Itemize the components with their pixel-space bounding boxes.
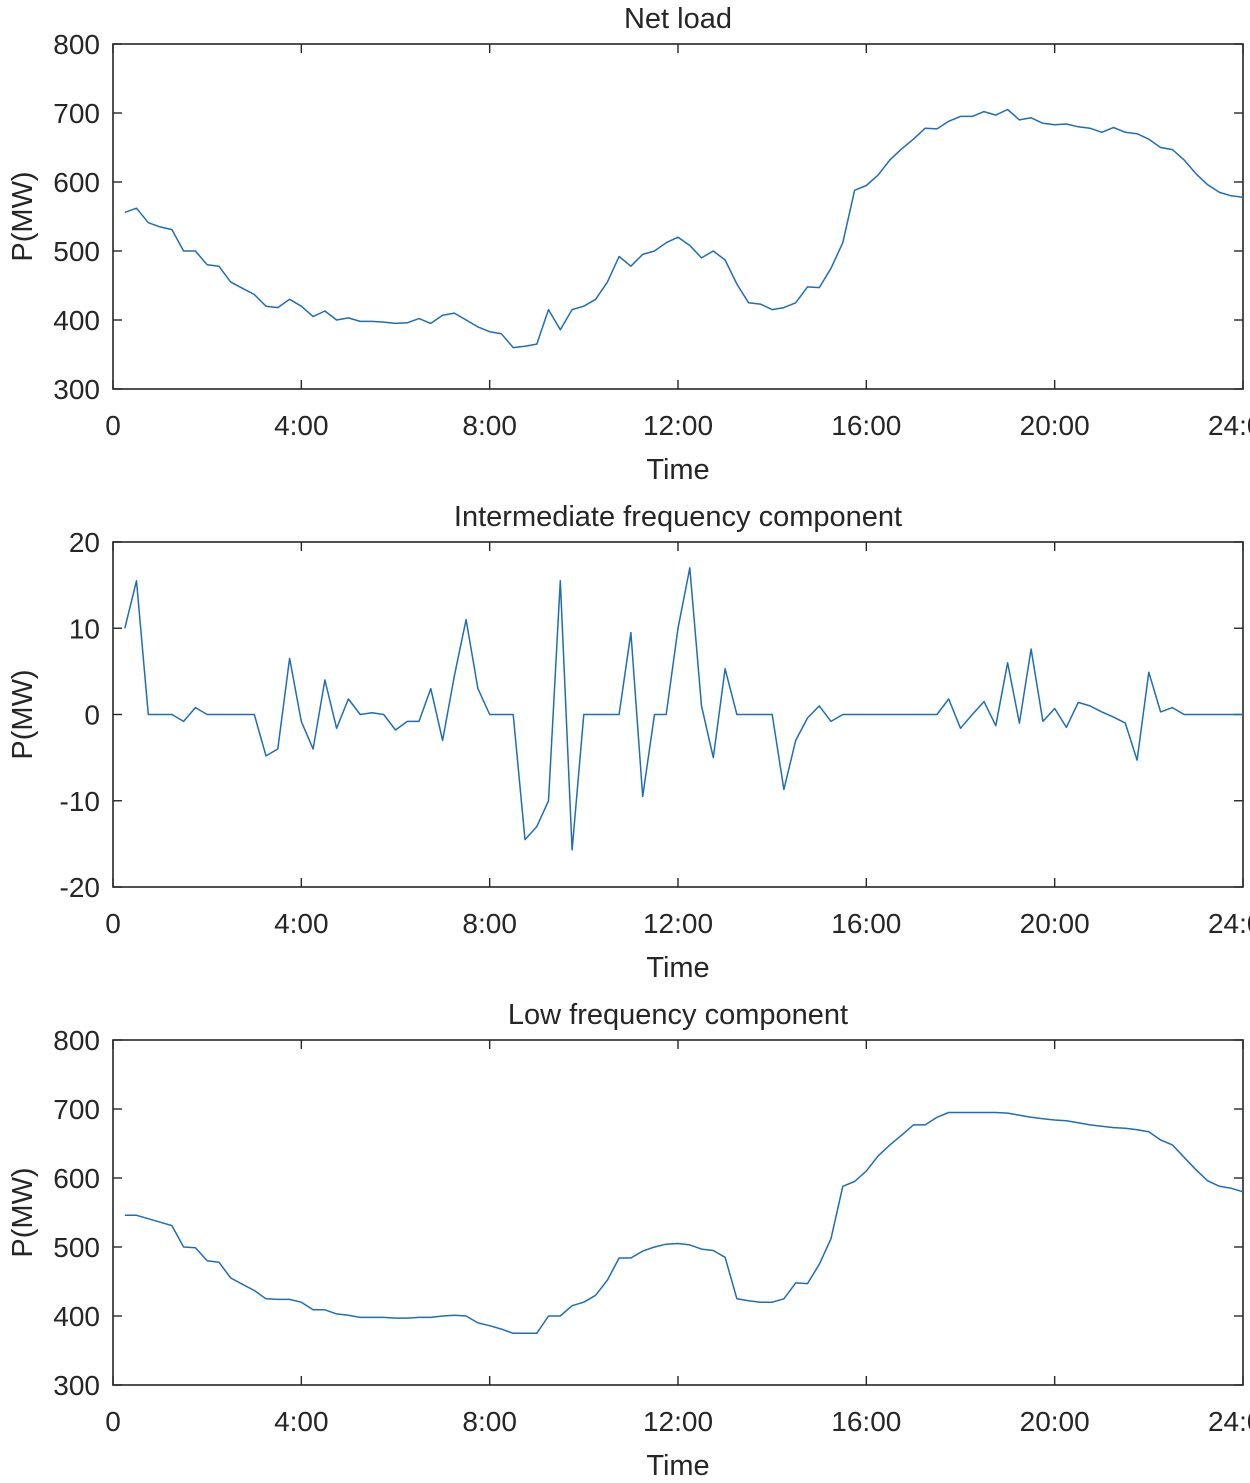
x-tick-label: 12:00 bbox=[643, 410, 713, 441]
chart-panel-3: 0 4:00 8:00 12:00 16:00 20:00 24:00 300 400 500 60… bbox=[7, 999, 1250, 1482]
y-tick-label: 500 bbox=[53, 236, 100, 267]
y-tick-label: 800 bbox=[53, 29, 100, 60]
y-tick-label: 600 bbox=[53, 1163, 100, 1194]
y-tick-label: 300 bbox=[53, 374, 100, 405]
x-tick-label: 4:00 bbox=[274, 908, 329, 939]
x-tick-label: 16:00 bbox=[831, 410, 901, 441]
chart-panel-1: 0 4:00 8:00 12:00 16:00 20:00 24:00 300 400 500 60… bbox=[7, 3, 1250, 486]
x-tick-label: 0 bbox=[105, 908, 121, 939]
series-line bbox=[124, 567, 1243, 851]
x-tick-label: 24:00 bbox=[1208, 908, 1250, 939]
x-tick-label: 12:00 bbox=[643, 908, 713, 939]
x-tick-label: 8:00 bbox=[462, 1406, 517, 1437]
x-axis-label: Time bbox=[646, 1450, 709, 1482]
y-tick-label: -10 bbox=[60, 786, 100, 817]
axes-box bbox=[112, 1039, 1244, 1386]
y-tick-label: 700 bbox=[53, 1094, 100, 1125]
y-tick-label: 400 bbox=[53, 1301, 100, 1332]
x-tick-label: 16:00 bbox=[831, 908, 901, 939]
chart-title: Low frequency component bbox=[508, 999, 848, 1031]
y-tick-label: -20 bbox=[60, 872, 100, 903]
y-tick-label: 0 bbox=[84, 700, 100, 731]
chart-title: Intermediate frequency component bbox=[454, 501, 902, 533]
x-tick-label: 20:00 bbox=[1020, 410, 1090, 441]
x-tick-label: 8:00 bbox=[462, 908, 517, 939]
y-tick-label: 500 bbox=[53, 1232, 100, 1263]
x-tick-label: 0 bbox=[105, 1406, 121, 1437]
y-axis-label: P(MW) bbox=[7, 669, 39, 759]
x-tick-label: 24:00 bbox=[1208, 410, 1250, 441]
series-line bbox=[124, 1111, 1244, 1335]
series-line bbox=[124, 108, 1244, 349]
y-tick-label: 600 bbox=[53, 167, 100, 198]
x-tick-label: 4:00 bbox=[274, 1406, 329, 1437]
y-tick-label: 700 bbox=[53, 98, 100, 129]
x-tick-label: 12:00 bbox=[643, 1406, 713, 1437]
y-tick-label: 800 bbox=[53, 1025, 100, 1056]
y-tick-label: 10 bbox=[69, 613, 100, 644]
x-tick-label: 20:00 bbox=[1020, 1406, 1090, 1437]
y-axis-label: P(MW) bbox=[7, 171, 39, 261]
axes-box bbox=[112, 541, 1244, 888]
chart-title: Net load bbox=[624, 3, 732, 35]
x-tick-label: 4:00 bbox=[274, 410, 329, 441]
x-tick-label: 8:00 bbox=[462, 410, 517, 441]
axes-box bbox=[112, 43, 1244, 390]
y-tick-label: 20 bbox=[69, 527, 100, 558]
y-tick-label: 400 bbox=[53, 305, 100, 336]
x-tick-label: 16:00 bbox=[831, 1406, 901, 1437]
x-tick-label: 20:00 bbox=[1020, 908, 1090, 939]
chart-panel-2: 0 4:00 8:00 12:00 16:00 20:00 24:00 -20 -10 0 10 20… bbox=[7, 501, 1250, 984]
y-axis-label: P(MW) bbox=[7, 1167, 39, 1257]
x-axis-label: Time bbox=[646, 454, 709, 486]
x-tick-label: 24:00 bbox=[1208, 1406, 1250, 1437]
x-tick-label: 0 bbox=[105, 410, 121, 441]
y-tick-label: 300 bbox=[53, 1370, 100, 1401]
x-axis-label: Time bbox=[646, 952, 709, 984]
